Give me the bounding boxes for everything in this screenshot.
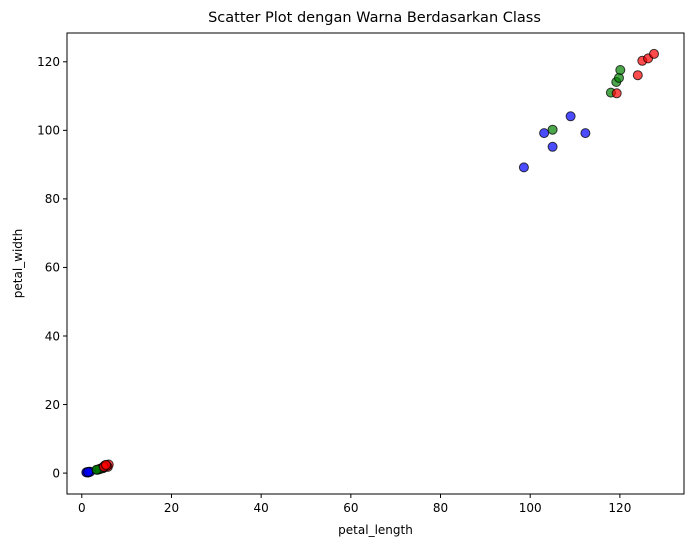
scatter-point-2-8 bbox=[611, 88, 622, 99]
x-axis-label: petal_length bbox=[338, 523, 413, 537]
y-axis-label: petal_width bbox=[11, 229, 25, 298]
scatter-point-0-12 bbox=[580, 128, 591, 139]
scatter-point-2-7 bbox=[101, 459, 111, 470]
y-tick-label-5: 100 bbox=[37, 124, 60, 138]
x-tick-label-4: 80 bbox=[433, 501, 448, 515]
chart-title: Scatter Plot dengan Warna Berdasarkan Cl… bbox=[208, 10, 541, 26]
scatter-point-0-9 bbox=[539, 128, 550, 139]
scatter-point-2-9 bbox=[632, 70, 643, 81]
y-tick-label-2: 40 bbox=[45, 329, 60, 343]
scatter-point-1-8 bbox=[547, 124, 558, 135]
x-tick-label-1: 20 bbox=[164, 501, 179, 515]
scatter-point-0-10 bbox=[547, 141, 558, 152]
y-tick-label-1: 20 bbox=[45, 398, 60, 412]
scatter-points bbox=[81, 48, 659, 478]
scatter-point-1-12 bbox=[615, 65, 626, 75]
y-axis-ticks: 0 20 40 60 80 100 120 bbox=[37, 55, 67, 480]
y-tick-label-3: 60 bbox=[45, 261, 60, 275]
x-tick-label-3: 60 bbox=[343, 501, 358, 515]
scatter-point-0-8 bbox=[518, 162, 529, 173]
x-tick-label-5: 100 bbox=[519, 501, 542, 515]
x-tick-label-6: 120 bbox=[608, 501, 631, 515]
y-tick-label-6: 120 bbox=[37, 55, 60, 69]
x-axis-ticks: 0 20 40 60 80 100 120 bbox=[78, 494, 631, 515]
y-tick-label-0: 0 bbox=[52, 466, 60, 480]
x-tick-label-0: 0 bbox=[78, 501, 86, 515]
scatter-point-2-12 bbox=[649, 48, 659, 59]
y-tick-label-4: 80 bbox=[45, 192, 60, 206]
x-tick-label-2: 40 bbox=[254, 501, 269, 515]
scatter-point-0-11 bbox=[565, 111, 576, 122]
scatter-point-0-7 bbox=[83, 467, 94, 478]
plot-area-frame bbox=[66, 32, 685, 495]
